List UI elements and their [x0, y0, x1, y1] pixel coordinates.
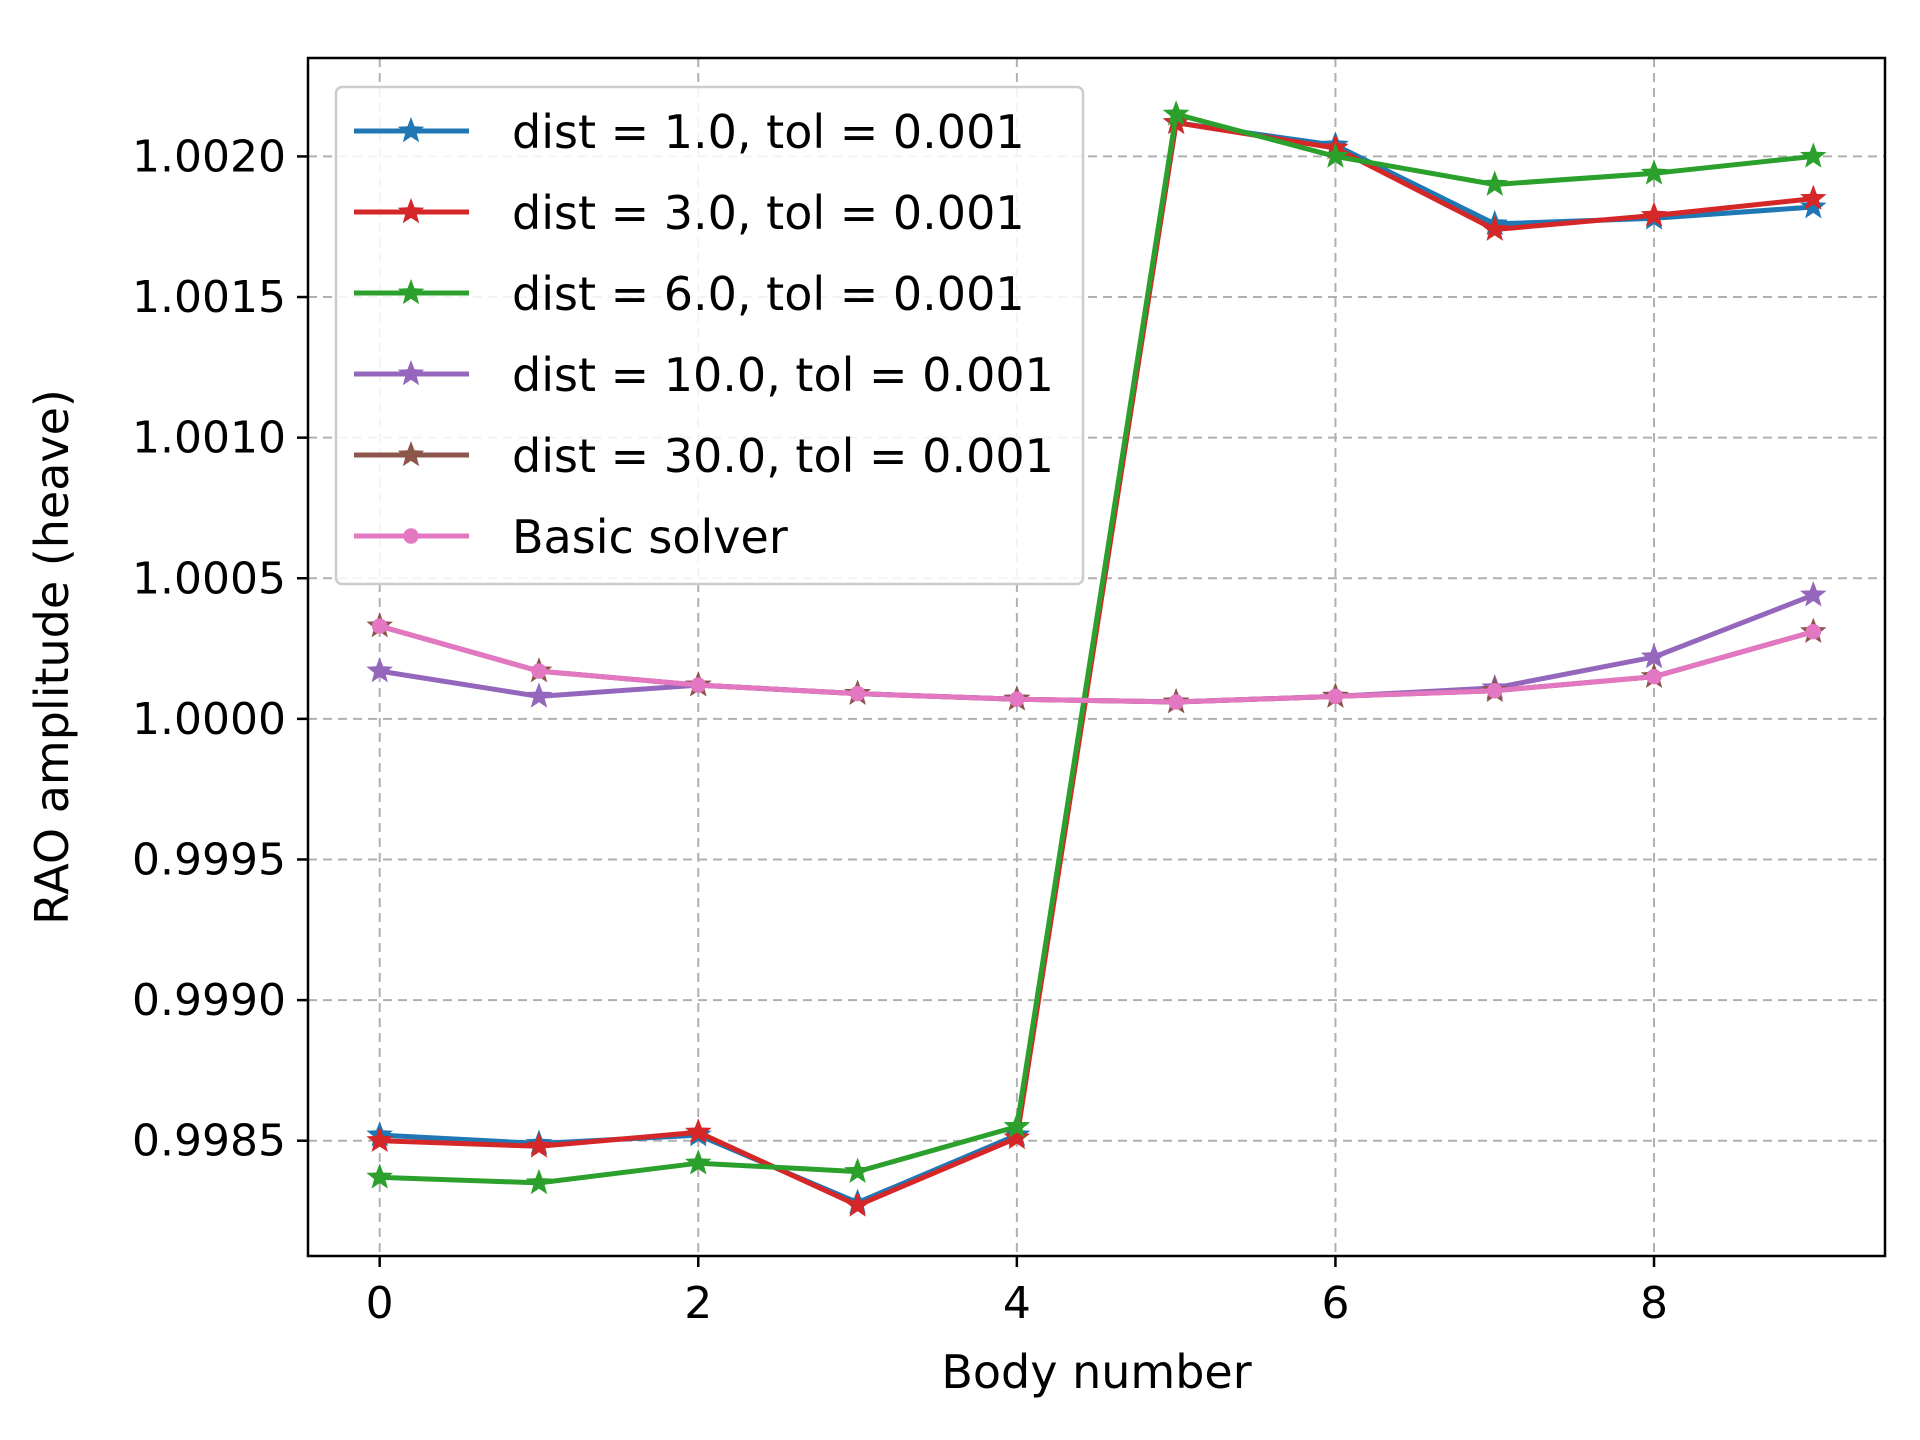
- data-point: [690, 677, 706, 693]
- y-tick-label: 1.0005: [132, 553, 286, 604]
- legend-label: dist = 3.0, tol = 0.001: [512, 186, 1025, 240]
- data-point: [397, 360, 425, 386]
- legend-item: dist = 3.0, tol = 0.001: [354, 186, 1025, 240]
- data-point: [1800, 193, 1827, 219]
- legend-item: Basic solver: [354, 510, 788, 564]
- data-point: [685, 1118, 712, 1144]
- x-tick-label: 4: [1003, 1278, 1031, 1329]
- data-point: [1003, 1123, 1031, 1150]
- data-point: [366, 657, 393, 683]
- axis-ticks: 0 2 4 6 8 0.9985 0.9990 0.9995 1.0000 1.0005 1.001…: [132, 131, 1668, 1329]
- data-point: [397, 198, 425, 224]
- x-axis-label: Body number: [941, 1345, 1251, 1399]
- data-point: [849, 685, 866, 702]
- data-point: [1800, 184, 1827, 210]
- legend-label: dist = 6.0, tol = 0.001: [512, 267, 1025, 321]
- data-point: [1640, 643, 1668, 669]
- data-point: [397, 117, 425, 143]
- data-point: [1327, 688, 1344, 705]
- legend-item: dist = 1.0, tol = 0.001: [354, 105, 1025, 159]
- data-point: [1168, 694, 1184, 710]
- data-point: [397, 441, 425, 467]
- data-point: [1800, 581, 1827, 607]
- y-tick-label: 1.0010: [132, 413, 286, 464]
- series-dist-10-0-tol-0-001: [366, 581, 1827, 714]
- data-point: [1640, 159, 1668, 185]
- legend: dist = 1.0, tol = 0.001 dist = 3.0, tol =…: [334, 85, 1085, 586]
- data-point: [1481, 215, 1508, 241]
- legend-box: [334, 85, 1085, 586]
- series-line: [379, 623, 1814, 705]
- y-tick-label: 1.0020: [132, 131, 286, 182]
- legend-item: dist = 10.0, tol = 0.001: [354, 348, 1054, 402]
- data-point: [1800, 142, 1827, 168]
- y-tick-label: 0.9990: [132, 975, 286, 1026]
- data-point: [1162, 100, 1190, 126]
- data-point: [1322, 142, 1349, 168]
- data-point: [1646, 668, 1662, 685]
- x-tick-label: 2: [684, 1278, 712, 1329]
- data-point: [525, 1168, 553, 1195]
- data-point: [685, 1149, 712, 1175]
- series-layer: [366, 100, 1827, 1217]
- data-point: [1481, 170, 1508, 196]
- legend-item: dist = 30.0, tol = 0.001: [354, 429, 1054, 483]
- y-tick-label: 0.9985: [132, 1116, 286, 1167]
- data-point: [525, 682, 553, 708]
- x-tick-label: 0: [366, 1278, 394, 1329]
- legend-label: dist = 30.0, tol = 0.001: [512, 429, 1054, 483]
- data-point: [366, 1163, 393, 1189]
- data-point: [1003, 1112, 1031, 1138]
- y-tick-label: 1.0015: [132, 272, 286, 323]
- data-point: [1640, 201, 1668, 227]
- data-point: [531, 663, 547, 679]
- data-point: [1009, 691, 1025, 707]
- y-axis-label: RAO amplitude (heave): [25, 389, 79, 925]
- data-point: [1487, 683, 1503, 699]
- x-tick-label: 8: [1640, 1278, 1668, 1329]
- legend-label: dist = 1.0, tol = 0.001: [512, 105, 1025, 159]
- y-tick-label: 1.0000: [132, 694, 286, 745]
- series-dist-6-0-tol-0-001: [366, 100, 1827, 1195]
- data-point: [1805, 623, 1822, 640]
- data-point: [371, 618, 388, 634]
- series-line: [379, 111, 1814, 1186]
- legend-label: dist = 10.0, tol = 0.001: [512, 348, 1054, 402]
- plot-frame: [306, 56, 1887, 1258]
- x-tick-label: 6: [1321, 1278, 1349, 1329]
- data-point: [397, 279, 425, 305]
- y-tick-label: 0.9995: [132, 834, 286, 885]
- legend-item: dist = 6.0, tol = 0.001: [354, 267, 1025, 321]
- legend-label: Basic solver: [512, 510, 788, 564]
- data-point: [525, 1132, 553, 1158]
- data-point: [403, 528, 419, 544]
- series-basic-solver: [371, 618, 1822, 710]
- data-point: [844, 1157, 871, 1183]
- data-point: [844, 1191, 871, 1217]
- data-point: [366, 1126, 393, 1152]
